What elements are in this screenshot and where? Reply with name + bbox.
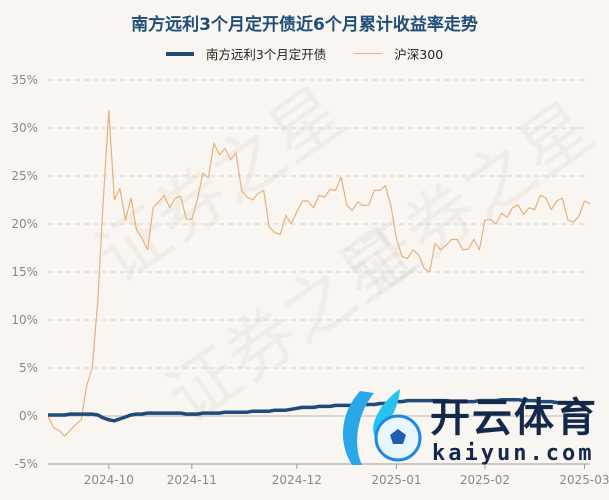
series-line-fund bbox=[48, 397, 590, 423]
legend-swatch-fund bbox=[165, 51, 194, 56]
y-tick-label: 5% bbox=[19, 361, 38, 375]
y-tick-label: 0% bbox=[19, 409, 38, 423]
logo-k-ball-icon bbox=[342, 389, 422, 465]
legend-label: 南方远利3个月定开债 bbox=[205, 47, 327, 62]
x-tick-label: 2024-12 bbox=[272, 473, 322, 487]
legend-label: 沪深300 bbox=[394, 47, 444, 62]
y-tick-label: 20% bbox=[11, 217, 38, 231]
legend-item-fund[interactable]: 南方远利3个月定开债 bbox=[165, 44, 327, 63]
y-tick-label: 25% bbox=[11, 169, 38, 183]
legend-item-hs300[interactable]: 沪深300 bbox=[354, 44, 443, 63]
x-tick-label: 2025-01 bbox=[371, 473, 421, 487]
logo: 开云体育 kaiyun.com bbox=[330, 383, 600, 471]
legend-swatch-hs300 bbox=[354, 53, 383, 54]
chart-title: 南方远利3个月定开债近6个月累计收益率走势 bbox=[131, 15, 478, 35]
x-tick-label: 2025-02 bbox=[460, 473, 510, 487]
y-tick-label: 30% bbox=[11, 121, 38, 135]
logo-text-cn: 开云体育 bbox=[430, 395, 598, 441]
series-line-hs300 bbox=[47, 110, 591, 437]
y-tick-label: 10% bbox=[11, 313, 38, 327]
y-tick-label: -5% bbox=[15, 457, 38, 471]
logo-text-en: kaiyun.com bbox=[432, 441, 595, 466]
x-tick-label: 2024-11 bbox=[167, 473, 217, 487]
legend: 南方远利3个月定开债 沪深300 bbox=[0, 44, 609, 63]
x-tick-label: 2025-03 bbox=[559, 473, 609, 487]
y-tick-label: 15% bbox=[11, 265, 38, 279]
y-tick-label: 35% bbox=[11, 73, 38, 87]
x-tick-label: 2024-10 bbox=[84, 473, 134, 487]
